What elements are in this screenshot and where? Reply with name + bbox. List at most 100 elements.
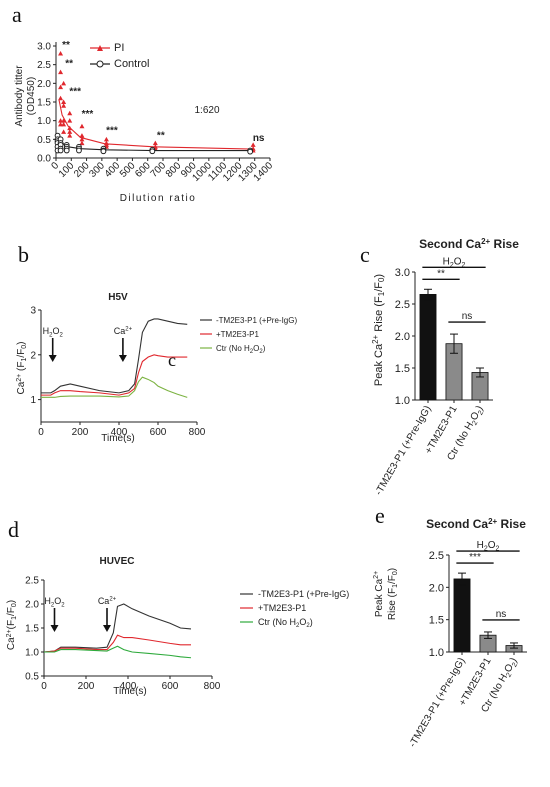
panel-b-h5v-trace: b H5V 1 2 3 0 200 400 600 800 H2O2​ Ca2+​ Ca2+ (F… — [16, 242, 297, 444]
panel-a-significance-label: *** — [106, 126, 118, 137]
panel-b-plot-area: 1 2 3 0 200 400 600 800 H2O2​ Ca2+​ — [30, 306, 205, 439]
panel-b-y-tick-label: 1 — [30, 395, 36, 406]
panel-b-legend-label-1: -TM2E3-P1 (+Pre-IgG) — [216, 316, 297, 325]
panel-b-legend-item-1: -TM2E3-P1 (+Pre-IgG) — [200, 316, 297, 325]
panel-d-legend-label-1: -TM2E3-P1 (+Pre-IgG) — [258, 589, 349, 599]
panel-a-point-pi — [58, 95, 64, 101]
panel-d-arrow-head — [103, 625, 111, 632]
panel-a-y-tick-label: 0.5 — [37, 135, 51, 146]
panel-e-title: Second Ca2+ Rise — [426, 517, 526, 531]
panel-d-series-line-3 — [44, 645, 192, 659]
panel-e-bar — [453, 578, 471, 653]
panel-a-legend-label-pi: PI — [114, 42, 124, 54]
panel-b-series-line-2 — [41, 354, 188, 396]
panel-a-point-pi — [152, 140, 158, 146]
panel-b-x-tick-label: 800 — [189, 427, 206, 438]
panel-d-arrow-head — [50, 625, 59, 632]
panel-a-significance-label: ns — [253, 133, 265, 144]
panel-a-point-pi — [61, 118, 67, 123]
panel-a-ylabel-line2: (OD450) — [26, 77, 37, 115]
panel-a-legend-marker-control — [96, 60, 104, 68]
panel-a-point-pi — [79, 123, 85, 129]
panel-a-significance-label: *** — [82, 109, 94, 120]
panel-a-point-pi — [61, 129, 67, 134]
panel-a-significance-label: ** — [65, 59, 73, 70]
panel-b-arrow-label: H2O2​ — [43, 326, 64, 338]
panel-b-legend-item-2: +TM2E3-P1 — [200, 330, 259, 339]
panel-c-peak-bar: c Second Ca2+ Rise 1.01.52.02.53.0-TM2E3… — [360, 237, 519, 497]
panel-a-point-pi — [79, 136, 85, 142]
panel-a-point-pi — [67, 129, 73, 134]
panel-d-xlabel: Time(s) — [113, 686, 147, 697]
panel-a-point-pi — [250, 142, 256, 147]
panel-d-ylabel: Ca2+(F1/F0) — [6, 600, 18, 650]
panel-c-y-tick-label: 1.0 — [395, 395, 410, 407]
panel-b-series-line-1 — [41, 318, 188, 394]
panel-e-peak-bar: e Second Ca2+ Rise 1.01.52.02.5-TM2E3-P1… — [373, 503, 527, 749]
panel-b-x-tick-label: 400 — [111, 427, 128, 438]
panel-e-significance-label: *** — [469, 552, 481, 563]
panel-a-antibody-titer: a 0.00.51.01.52.02.53.001002003004005006… — [12, 2, 275, 204]
panel-a-point-pi — [79, 133, 85, 138]
panel-a-legend-label-control: Control — [114, 58, 149, 70]
panel-a-point-control — [57, 147, 64, 154]
panel-b-x-tick-label: 200 — [72, 427, 89, 438]
panel-c-significance-label: H2O2​ — [443, 256, 466, 269]
panel-d-series-line-2 — [43, 634, 191, 653]
panel-a-legend: PI Control — [90, 42, 149, 70]
panel-a-point-control — [76, 147, 82, 154]
panel-a-y-tick-label: 0.0 — [37, 154, 51, 165]
panel-a-y-tick-label: 3.0 — [37, 42, 51, 53]
panel-b-series-line-3 — [41, 376, 188, 398]
panel-a-point-pi — [67, 133, 73, 138]
panel-b-x-tick-label: 0 — [38, 427, 44, 438]
panel-b-title: H5V — [108, 292, 128, 303]
panel-d-x-tick-label: 200 — [78, 681, 95, 692]
panel-e-y-tick-label: 2.0 — [429, 582, 444, 594]
panel-d-x-tick-label: 800 — [204, 681, 221, 692]
panel-a-legend-item-pi: PI — [90, 42, 124, 54]
panel-d-series-line-1 — [43, 603, 192, 653]
panel-a-point-pi — [58, 84, 64, 90]
panel-d-x-tick-label: 600 — [162, 681, 179, 692]
panel-d-plot-area: 0.5 1.0 1.5 2.0 2.5 0 200 400 600 800 H2O2​ Ca2+​ — [25, 576, 221, 693]
panel-a-significance-label: *** — [69, 87, 81, 98]
panel-d-x-tick-label: 0 — [41, 681, 47, 692]
panel-a-point-pi — [103, 136, 109, 142]
panel-d-huvec-trace: d HUVEC 0.5 1.0 1.5 2.0 2.5 0 200 400 600 800 H2O2… — [6, 517, 349, 697]
panel-e-significance-label: H2O2​ — [477, 540, 500, 553]
panel-a-point-pi — [61, 121, 67, 127]
panel-b-arrow-head — [48, 355, 57, 362]
panel-c-significance-label: ** — [437, 268, 445, 279]
panel-a-point-pi — [67, 118, 73, 123]
panel-a-y-tick-label: 2.5 — [37, 60, 51, 71]
panel-a-point-pi — [58, 69, 64, 75]
panel-b-ylabel: Ca2+ (F1/F0) — [16, 341, 28, 394]
panel-b-legend-item-3: Ctr (No H2O2) — [200, 344, 266, 355]
panel-b-xlabel: Time(s) — [101, 433, 135, 444]
panel-b-x-tick-label: 600 — [150, 427, 167, 438]
panel-b-arrow-head — [118, 355, 127, 362]
panel-e-letter: e — [375, 503, 385, 528]
panel-c-title: Second Ca2+ Rise — [419, 237, 519, 251]
panel-b-y-tick-label: 3 — [30, 306, 36, 317]
panel-c-plot-area: 1.01.52.02.53.0-TM2E3-P1 (+Pre-IgG)+TM2E… — [373, 256, 493, 497]
panel-d-legend-item-2: +TM2E3-P1 — [240, 603, 306, 613]
panel-c-ylabel: Peak Ca2+ Rise (F1/F0) — [371, 274, 386, 386]
panel-b-legend-label-3: Ctr (No H2O2) — [216, 344, 266, 355]
panel-b-arrow-label: Ca2+​ — [114, 326, 133, 336]
panel-a-y-tick-label: 1.0 — [37, 116, 51, 127]
panel-b-letter: b — [18, 242, 29, 267]
panel-b-stray-letter: c — [168, 350, 176, 370]
panel-e-y-tick-label: 1.0 — [429, 647, 444, 659]
panel-a-point-pi — [79, 140, 85, 146]
panel-a-significance-label: ** — [62, 40, 70, 51]
panel-d-legend-label-3: Ctr (No H2O2) — [258, 617, 313, 629]
panel-e-y-tick-label: 2.5 — [429, 550, 444, 562]
panel-c-significance-label: ns — [462, 311, 473, 322]
panel-a-point-control — [63, 147, 70, 154]
panel-c-y-tick-label: 2.5 — [395, 299, 410, 311]
panel-a-ylabel-line1: Antibody titter — [14, 65, 25, 127]
panel-d-legend: -TM2E3-P1 (+Pre-IgG) +TM2E3-P1 Ctr (No H… — [240, 589, 349, 629]
